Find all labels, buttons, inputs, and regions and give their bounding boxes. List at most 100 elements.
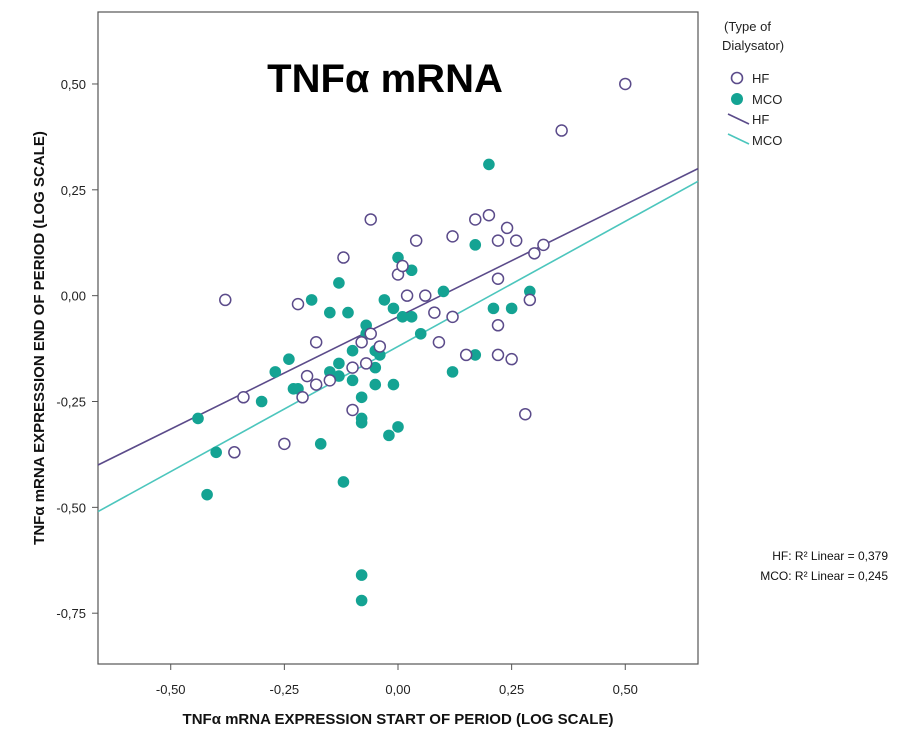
point-hf [309,378,323,391]
y-axis-title: TNFα mRNA EXPRESSION END OF PERIOD (LOG … [31,131,48,545]
point-mco [446,366,459,378]
point-hf [278,437,291,451]
legend: (Type of Dialysator) HF MCO HF MCO [722,19,784,148]
legend-mco-line-label: MCO [752,133,782,148]
point-hf [509,234,523,247]
point-mco [374,349,386,361]
point-hf [500,221,514,235]
point-mco [192,412,204,425]
point-mco [333,277,345,289]
point-hf [519,407,532,421]
point-hf [400,289,414,302]
point-hf [346,361,359,374]
y-axis-ticks: 0,50 0,25 0,00 -0,25 -0,50 -0,75 [56,77,98,621]
point-hf [296,391,309,404]
point-hf [482,208,496,222]
point-hf [491,234,505,247]
point-hf [396,259,409,273]
point-hf [346,403,359,417]
legend-title-line-2: Dialysator) [722,38,784,53]
point-hf [309,335,323,349]
point-mco [369,378,382,391]
point-mco [355,416,368,429]
point-hf [428,306,441,319]
legend-mco-marker [731,93,743,105]
point-mco [255,395,268,408]
legend-title-line-1: (Type of [724,19,771,34]
y-tick-label: -0,75 [56,606,86,621]
point-hf [555,124,568,137]
y-tick-label: -0,25 [56,395,86,410]
point-hf [409,234,423,247]
point-hf [300,369,314,383]
point-mco [524,285,536,298]
chart-title: TNFα mRNA [267,57,503,101]
point-mco [469,349,482,361]
point-mco [337,476,350,488]
point-hf [491,319,505,332]
point-hf [459,348,473,362]
point-hf [237,391,250,404]
point-mco [505,302,518,315]
point-mco [469,239,482,251]
legend-hf-marker [730,71,744,85]
point-hf [446,230,459,243]
point-hf [337,251,350,264]
y-tick-label: 0,50 [61,77,86,92]
point-hf [619,77,632,91]
legend-hf-marker-label: HF [752,71,769,86]
x-tick-label: -0,25 [270,682,300,697]
y-tick-label: -0,50 [56,500,86,515]
point-hf [432,335,446,349]
point-mco [396,311,409,323]
point-mco [201,488,213,501]
x-tick-label: 0,25 [499,682,524,697]
point-mco [387,302,400,315]
point-mco [414,327,427,340]
point-mco [333,370,345,382]
point-hf [359,357,373,370]
legend-mco-marker-label: MCO [752,92,782,107]
point-hf [323,374,337,387]
fit-line-mco [97,180,699,513]
point-hf [355,335,368,349]
point-mco [324,366,336,378]
point-mco [283,353,295,365]
data-points [192,77,632,607]
point-hf [373,340,387,353]
point-mco [314,438,327,450]
point-mco [324,306,336,319]
point-hf [291,297,305,311]
point-hf [528,247,541,260]
point-hf [419,289,432,302]
point-mco [355,594,368,607]
point-hf [491,272,505,285]
x-axis-title: TNFα mRNA EXPRESSION START OF PERIOD (LO… [183,711,614,728]
point-mco [405,264,418,277]
legend-mco-line [727,133,750,145]
point-hf [523,293,537,307]
x-tick-label: 0,50 [613,682,638,697]
point-mco [355,569,368,581]
point-mco [378,294,391,306]
point-mco [346,344,359,357]
point-mco [269,366,282,378]
point-hf [364,327,377,341]
r2-annotation-hf: HF: R² Linear = 0,379 [772,549,888,563]
point-mco [487,302,500,315]
point-mco [210,446,222,459]
point-hf [364,213,377,226]
point-mco [342,306,354,319]
point-mco [355,391,368,404]
point-hf [228,446,241,459]
point-mco [387,378,400,391]
x-axis-ticks: -0,50 -0,25 0,00 0,25 0,50 [156,664,638,697]
point-mco [483,158,495,171]
point-mco [405,311,418,323]
point-hf [219,293,232,307]
y-tick-label: 0,25 [61,183,86,198]
plot-frame [97,11,699,665]
r2-annotation-mco: MCO: R² Linear = 0,245 [760,569,888,583]
